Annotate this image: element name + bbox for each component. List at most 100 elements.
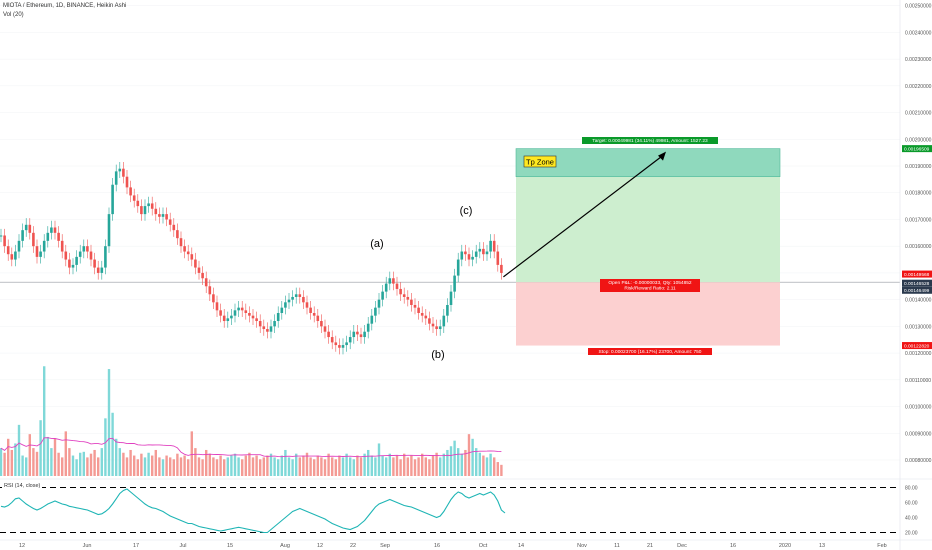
price-badge-last (902, 279, 932, 287)
time-tick: 15 (227, 543, 233, 549)
volume-bar (359, 457, 363, 476)
candle-body (132, 195, 136, 201)
candle-body (215, 302, 219, 311)
volume-bar (201, 459, 204, 476)
candle-body (219, 310, 222, 316)
candle-body (420, 313, 424, 316)
volume-bar (403, 453, 406, 476)
time-tick: 14 (518, 543, 524, 549)
candle-body (93, 259, 96, 268)
candle-body (154, 208, 158, 215)
rsi-tick: 60.00 (905, 501, 918, 507)
volume-bar (194, 448, 197, 476)
time-tick: Feb (877, 543, 886, 549)
candle-body (46, 232, 50, 241)
volume-bar (71, 455, 75, 476)
candle-body (104, 246, 107, 268)
volume-bar (25, 457, 28, 476)
candle-body (489, 240, 492, 252)
volume-bar (302, 455, 305, 476)
candle-body (464, 251, 467, 255)
candle-body (442, 315, 446, 327)
volume-bar (57, 452, 60, 476)
candle-body (363, 331, 366, 338)
candle-body (435, 326, 438, 330)
volume-bar (75, 459, 78, 476)
volume-bar (53, 438, 57, 476)
volume-bar (428, 459, 431, 476)
volume-bar (241, 459, 244, 476)
candle-body (291, 296, 294, 300)
volume-bar (64, 431, 67, 476)
price-badge-target-text: 0.00196509 (904, 146, 930, 152)
volume-bar (46, 436, 49, 476)
volume-bar (341, 457, 345, 476)
volume-bar (140, 453, 143, 476)
volume-bar (374, 457, 377, 476)
volume-bar (457, 448, 460, 476)
tp-zone-box (523, 155, 557, 168)
volume-bar (237, 457, 240, 476)
candle-body (431, 323, 435, 327)
volume-bar (363, 453, 366, 476)
volume-bar (287, 457, 291, 476)
candle-body (96, 267, 100, 273)
volume-bar (406, 457, 409, 476)
candle-body (485, 251, 489, 255)
volume-bar (111, 412, 114, 476)
volume-bar (446, 449, 449, 476)
candle-body (323, 326, 327, 332)
volume-bar (327, 453, 330, 476)
volume-bar (133, 455, 136, 476)
target-label-text: Target: 0.00049981 (34.11%) 49981, Amoun… (592, 138, 708, 144)
symbol-title: MIOTA / Ethereum, 1D, BINANCE, Heikin As… (3, 3, 127, 9)
candle-body (276, 313, 280, 322)
candle-body (482, 248, 485, 255)
volume-bar (377, 443, 381, 476)
candle-body (327, 331, 330, 338)
arrow-head-icon (658, 151, 666, 161)
volume-bar (233, 453, 237, 476)
wave-label-a: (a) (370, 238, 383, 250)
time-tick: 13 (819, 543, 825, 549)
candle-body (334, 342, 338, 346)
volume-bar (399, 459, 402, 476)
volume-bar (107, 369, 111, 476)
candle-body (89, 251, 93, 260)
candle-body (471, 256, 474, 260)
time-axis[interactable]: 12 Jun 17 Jul 15 Aug 12 22 Sep 16 Oct 14 Nov 11 21 Dec 1… (19, 543, 887, 549)
candle-body (474, 251, 478, 257)
time-tick: 16 (434, 543, 440, 549)
volume-legend: Vol (20) (3, 12, 24, 18)
candle-body (456, 259, 460, 276)
candle-body (201, 272, 204, 279)
time-tick: 17 (133, 543, 139, 549)
candle-body (114, 171, 118, 185)
candle-body (438, 326, 442, 330)
projection-arrow (503, 154, 665, 278)
time-tick: Nov (577, 543, 587, 549)
time-tick: Oct (479, 543, 488, 549)
price-axis[interactable]: 0.00250000 0.00240000 0.00230000 0.00220000… (899, 0, 932, 550)
volume-bar (453, 440, 456, 476)
volume-bar (244, 455, 247, 476)
volume-bar (165, 455, 168, 476)
candle-body (0, 235, 3, 237)
volume-bar (370, 455, 373, 476)
volume-bar (104, 418, 107, 476)
volume-bar (129, 449, 132, 476)
price-badge-last-text: 0.00146528 (904, 281, 930, 287)
candle-body (402, 294, 406, 297)
candle-body (122, 168, 125, 177)
position-tool[interactable] (515, 148, 781, 346)
candle-body (100, 267, 104, 273)
volume-bar (417, 457, 420, 476)
candle-body (150, 203, 154, 209)
volume-bar (248, 452, 251, 476)
price-tick: 0.00190000 (905, 164, 932, 170)
price-tick: 0.00250000 (905, 4, 932, 10)
price-badge-mid-text: 0.00146499 (904, 288, 930, 294)
candles (0, 162, 503, 355)
candle-body (233, 310, 237, 316)
